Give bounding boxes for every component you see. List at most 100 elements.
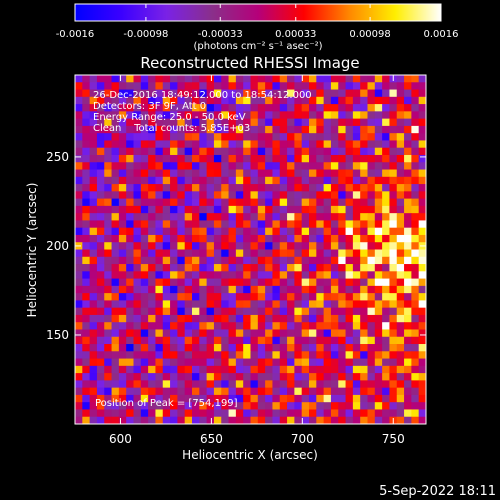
heatmap-cell	[162, 162, 171, 170]
heatmap-cell	[89, 314, 98, 323]
heatmap-cell	[184, 358, 193, 367]
heatmap-cell	[111, 96, 120, 105]
heatmap-cell	[250, 140, 259, 149]
heatmap-cell	[243, 213, 251, 221]
heatmap-cell	[272, 104, 281, 112]
x-tick-label: 700	[291, 432, 314, 446]
heatmap-cell	[235, 140, 244, 149]
heatmap-cell	[382, 358, 390, 367]
heatmap-cell	[345, 271, 354, 279]
heatmap-cell	[184, 176, 193, 185]
heatmap-cell	[360, 205, 368, 214]
heatmap-cell	[294, 234, 303, 243]
heatmap-cell	[177, 416, 186, 424]
heatmap-cell	[162, 147, 171, 156]
heatmap-cell	[345, 234, 354, 243]
heatmap-cell	[243, 322, 251, 330]
heatmap-cell	[396, 184, 405, 192]
heatmap-cell	[345, 329, 354, 338]
heatmap-cell	[133, 75, 142, 83]
heatmap-cell	[75, 264, 83, 272]
heatmap-cell	[199, 213, 208, 221]
heatmap-cell	[418, 358, 426, 367]
heatmap-cell	[170, 373, 178, 381]
heatmap-cell	[360, 300, 368, 309]
heatmap-cell	[272, 394, 281, 403]
heatmap-cell	[75, 162, 83, 170]
heatmap-cell	[404, 205, 412, 214]
heatmap-cell	[177, 82, 186, 90]
heatmap-cell	[148, 293, 156, 301]
heatmap-cell	[389, 184, 398, 192]
heatmap-cell	[389, 234, 398, 243]
heatmap-cell	[162, 380, 171, 389]
heatmap-cell	[323, 205, 332, 214]
heatmap-cell	[250, 242, 259, 250]
heatmap-cell	[148, 198, 156, 207]
heatmap-cell	[243, 365, 251, 374]
heatmap-cell	[243, 329, 251, 338]
heatmap-cell	[221, 125, 229, 134]
heatmap-cell	[257, 351, 266, 359]
heatmap-cell	[148, 409, 156, 418]
heatmap-cell	[367, 402, 376, 410]
heatmap-cell	[213, 118, 222, 127]
heatmap-cell	[389, 336, 398, 345]
heatmap-cell	[367, 227, 376, 236]
heatmap-cell	[104, 249, 112, 258]
heatmap-cell	[257, 293, 266, 301]
heatmap-cell	[338, 242, 346, 250]
heatmap-cell	[250, 322, 259, 330]
heatmap-cell	[228, 213, 237, 221]
heatmap-cell	[287, 191, 295, 200]
heatmap-cell	[235, 111, 244, 120]
heatmap-cell	[330, 133, 339, 141]
heatmap-cell	[118, 111, 127, 120]
heatmap-cell	[404, 402, 412, 410]
heatmap-cell	[301, 278, 310, 287]
heatmap-cell	[140, 285, 149, 294]
heatmap-cell	[345, 118, 354, 127]
heatmap-cell	[265, 256, 273, 265]
heatmap-cell	[170, 278, 178, 287]
heatmap-cell	[309, 205, 317, 214]
heatmap-cell	[272, 133, 281, 141]
heatmap-cell	[206, 285, 215, 294]
heatmap-cell	[82, 307, 91, 316]
heatmap-cell	[82, 169, 91, 178]
heatmap-cell	[140, 147, 149, 156]
heatmap-cell	[360, 249, 368, 258]
heatmap-cell	[140, 278, 149, 287]
heatmap-cell	[287, 416, 295, 424]
heatmap-cell	[272, 300, 281, 309]
heatmap-cell	[411, 307, 420, 316]
heatmap-cell	[404, 154, 412, 163]
heatmap-cell	[126, 104, 134, 112]
heatmap-cell	[206, 191, 215, 200]
heatmap-cell	[352, 169, 361, 178]
heatmap-cell	[75, 220, 83, 229]
heatmap-cell	[162, 227, 171, 236]
heatmap-cell	[184, 314, 193, 323]
heatmap-cell	[235, 82, 244, 90]
heatmap-cell	[352, 351, 361, 359]
heatmap-cell	[316, 111, 325, 120]
heatmap-cell	[250, 380, 259, 389]
heatmap-cell	[162, 256, 171, 265]
heatmap-cell	[257, 307, 266, 316]
heatmap-cell	[294, 111, 303, 120]
heatmap-cell	[396, 358, 405, 367]
heatmap-cell	[192, 75, 200, 83]
heatmap-cell	[140, 314, 149, 323]
heatmap-cell	[213, 278, 222, 287]
heatmap-cell	[338, 264, 346, 272]
heatmap-cell	[382, 278, 390, 287]
heatmap-cell	[140, 387, 149, 396]
heatmap-cell	[177, 140, 186, 149]
heatmap-cell	[301, 300, 310, 309]
heatmap-cell	[206, 322, 215, 330]
heatmap-cell	[316, 104, 325, 112]
heatmap-cell	[82, 271, 91, 279]
heatmap-cell	[206, 394, 215, 403]
heatmap-cell	[235, 234, 244, 243]
